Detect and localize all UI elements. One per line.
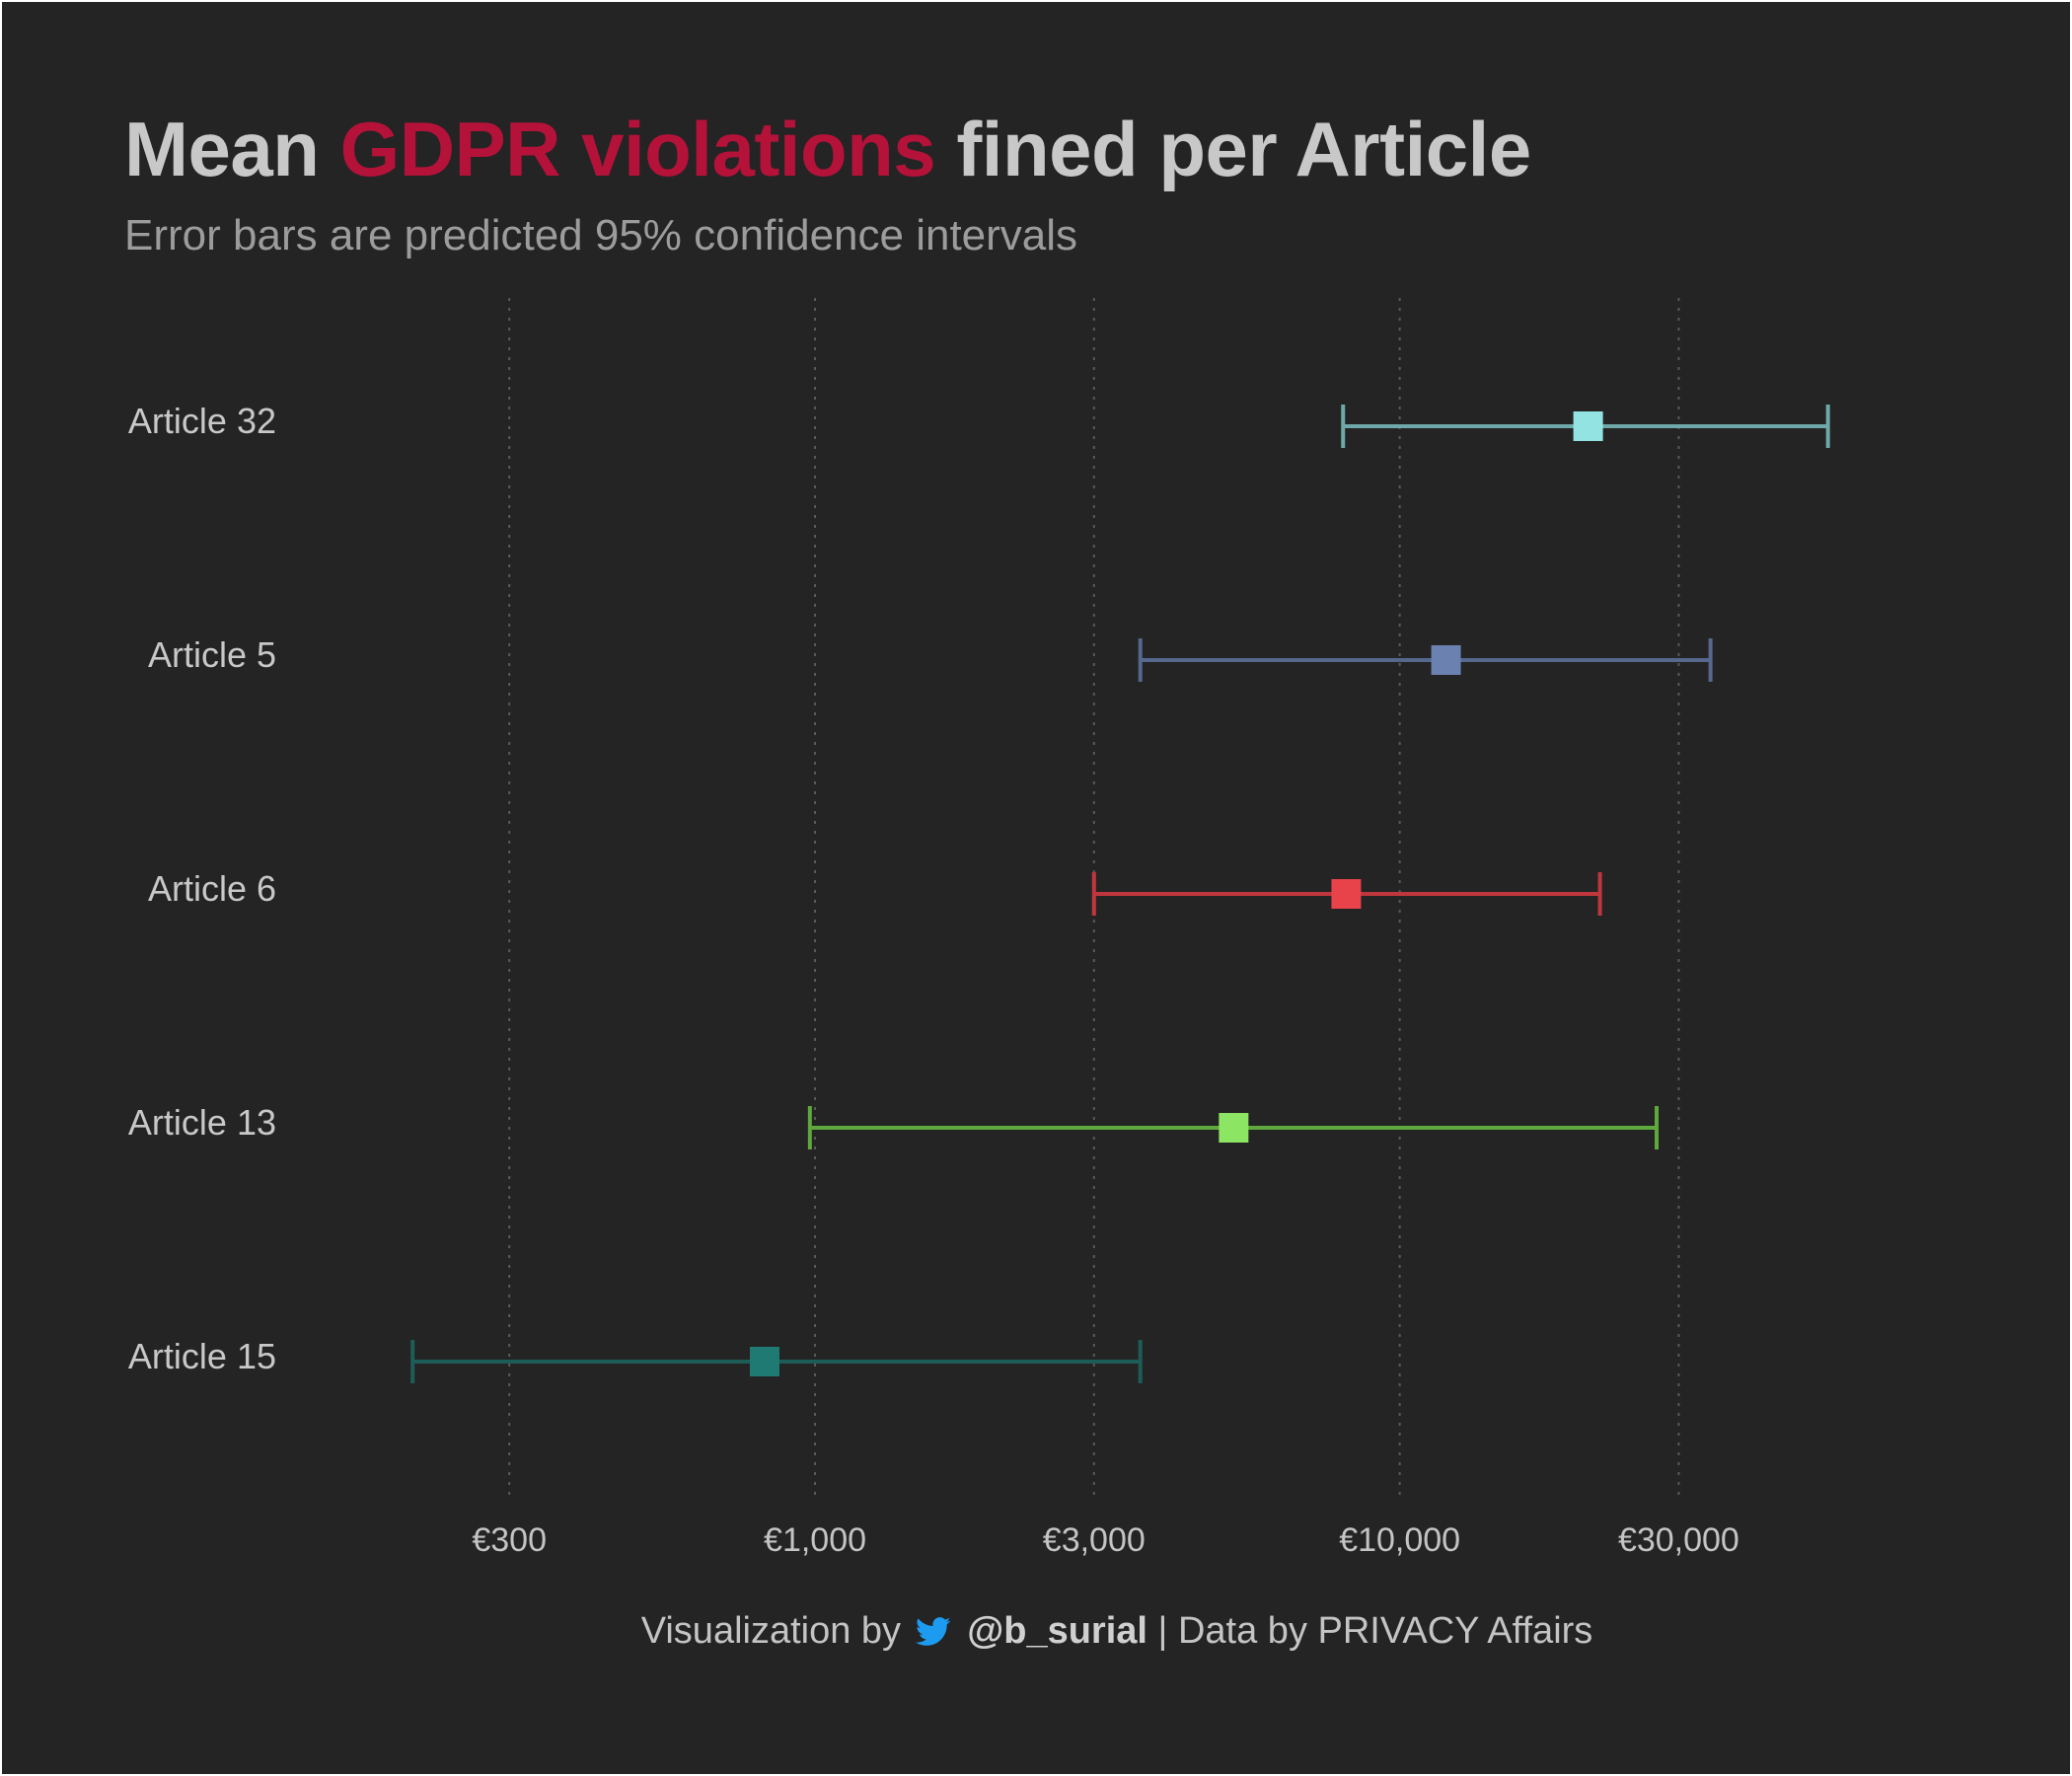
caption-handle: @b_surial [967, 1610, 1147, 1652]
caption-prefix: Visualization by [640, 1610, 902, 1652]
x-tick-label: €30,000 [1618, 1521, 1739, 1559]
caption-source: Data by PRIVACY Affairs [1177, 1610, 1593, 1652]
x-tick-label: €10,000 [1339, 1521, 1460, 1559]
chart-title: Mean GDPR violations fined per Article [124, 105, 1531, 194]
errorbar-plot: Article 32 Article 5 Article 6 Article 13 Ar… [128, 298, 1830, 1559]
mean-point [1573, 411, 1603, 441]
y-axis-label: Article 5 [148, 634, 276, 675]
chart-subtitle: Error bars are predicted 95% confidence … [124, 211, 1078, 259]
y-axis-label: Article 13 [128, 1102, 276, 1143]
mean-point [1219, 1113, 1249, 1143]
x-tick-label: €1,000 [764, 1521, 866, 1559]
mean-point [1331, 879, 1362, 909]
mean-point [749, 1347, 779, 1376]
twitter-bird-icon [915, 1614, 951, 1657]
mean-point [1431, 645, 1461, 675]
y-axis-label: Article 32 [128, 401, 276, 441]
title-prefix: Mean [124, 106, 340, 192]
x-axis-tick-labels: €300 €1,000 €3,000 €10,000 €30,000 [472, 1521, 1739, 1559]
error-bars [410, 405, 1830, 1383]
caption-separator: | [1157, 1610, 1168, 1652]
title-suffix: fined per Article [935, 106, 1531, 192]
caption: Visualization by @b_surial | Data by PRI… [2, 1610, 2072, 1657]
mean-points [749, 411, 1603, 1376]
x-tick-label: €3,000 [1043, 1521, 1146, 1559]
y-axis-label: Article 15 [128, 1336, 276, 1376]
y-axis-labels: Article 32 Article 5 Article 6 Article 13 Ar… [128, 401, 276, 1376]
y-axis-label: Article 6 [148, 868, 276, 909]
title-highlight: GDPR violations [339, 106, 936, 192]
x-tick-label: €300 [472, 1521, 547, 1559]
